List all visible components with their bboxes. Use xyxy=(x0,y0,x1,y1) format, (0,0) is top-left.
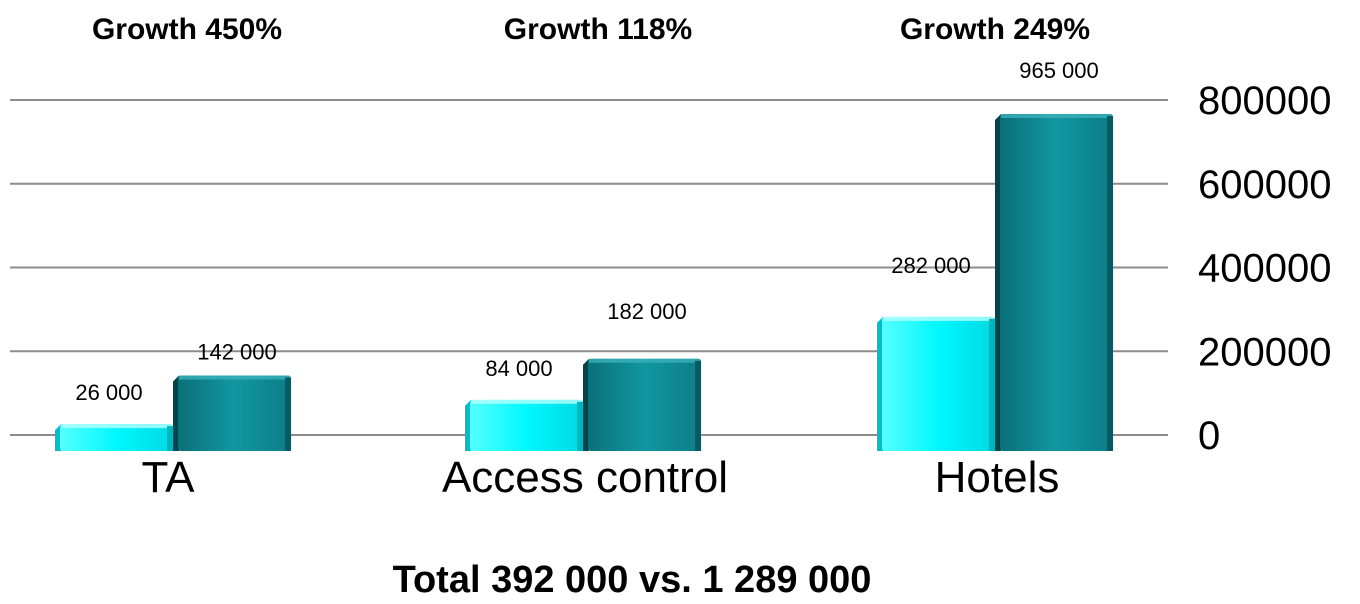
bar xyxy=(173,375,291,451)
data-label: 84 000 xyxy=(485,356,552,381)
growth-label: Growth 249% xyxy=(900,13,1090,46)
data-label: 182 000 xyxy=(607,299,687,324)
bars xyxy=(55,114,1113,451)
bar xyxy=(877,316,995,451)
y-tick-label: 600000 xyxy=(1198,163,1331,207)
category-label: Hotels xyxy=(935,453,1060,502)
growth-label: Growth 118% xyxy=(504,13,692,46)
labels: 0 200000 400000 600000 800000 26 000 142 000 TA… xyxy=(75,13,1331,601)
category-label: TA xyxy=(142,453,196,502)
category-label: Access control xyxy=(442,453,728,502)
y-tick-label: 0 xyxy=(1198,414,1220,458)
growth-label: Growth 450% xyxy=(92,13,282,46)
y-tick-label: 200000 xyxy=(1198,330,1331,374)
bar xyxy=(995,114,1113,451)
y-tick-label: 400000 xyxy=(1198,247,1331,291)
data-label: 142 000 xyxy=(197,340,277,365)
data-label: 965 000 xyxy=(1019,58,1099,83)
data-label: 282 000 xyxy=(891,253,971,278)
data-label: 26 000 xyxy=(75,380,142,405)
bar xyxy=(465,399,583,451)
y-tick-label: 800000 xyxy=(1198,79,1331,123)
total-label: Total 392 000 vs. 1 289 000 xyxy=(393,559,872,601)
bar xyxy=(583,358,701,451)
bar xyxy=(55,424,173,451)
